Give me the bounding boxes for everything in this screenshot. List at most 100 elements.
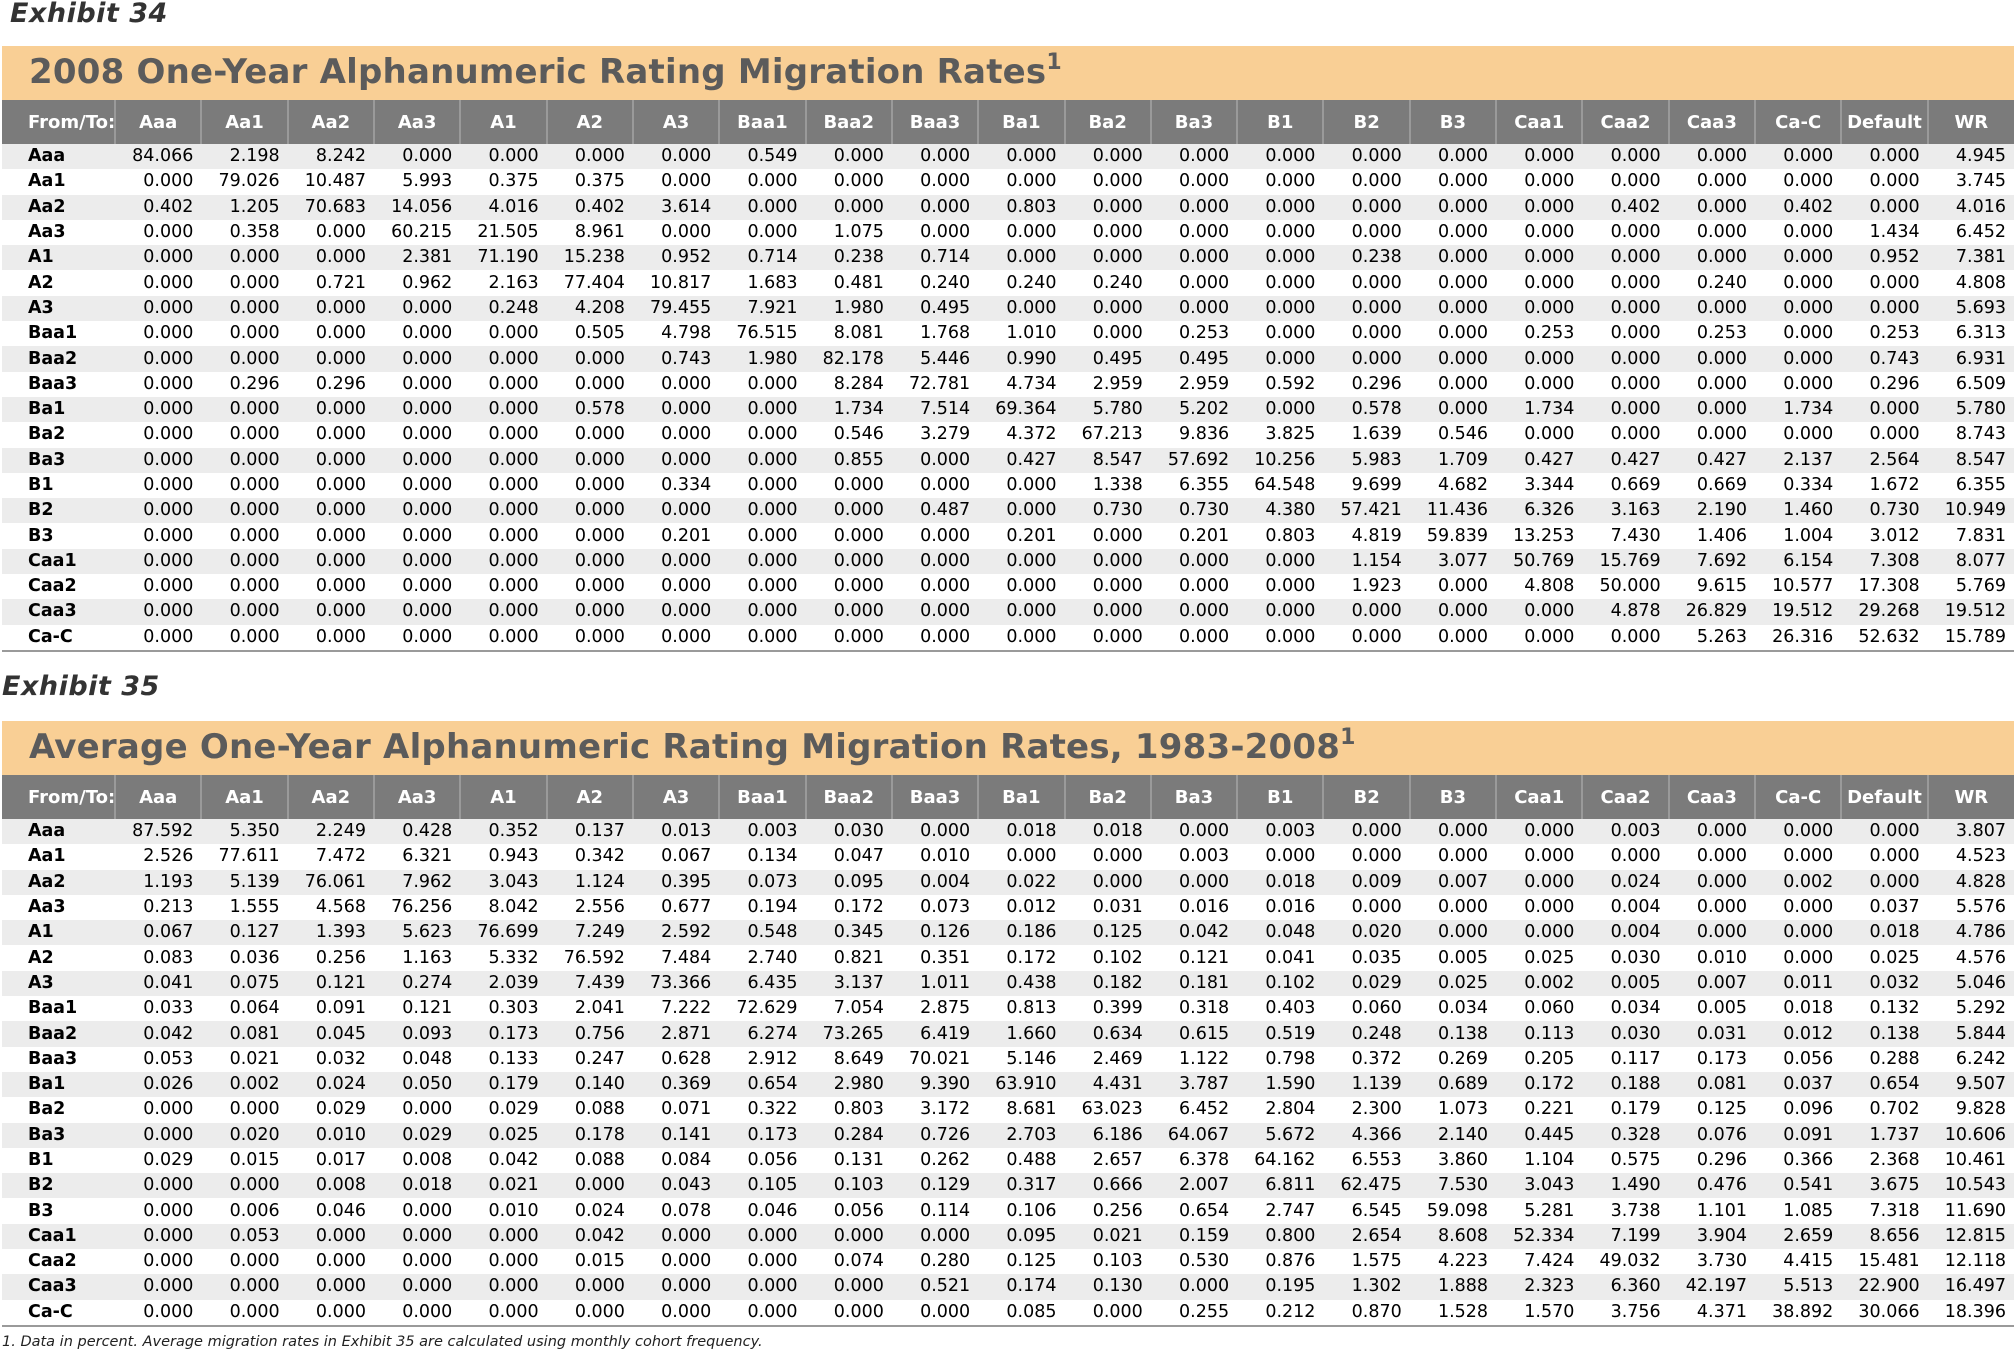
migration-table-1983-2008: From/To: Aaa Aa1 Aa2 Aa3 A1 A2 A3 Baa1 Baa2 Baa3 Ba…	[2, 775, 2014, 1327]
rate-cell: 0.000	[805, 548, 892, 575]
rate-cell: 0.000	[115, 396, 202, 423]
rate-cell: 0.011	[1755, 970, 1842, 997]
column-header: B3	[1409, 100, 1498, 144]
rate-cell: 0.000	[1755, 270, 1842, 296]
rate-cell: 0.000	[1496, 346, 1583, 372]
rate-cell: 0.000	[1237, 169, 1324, 195]
rate-cell: 0.000	[1237, 245, 1324, 271]
rate-cell: 59.839	[1409, 523, 1497, 549]
rate-cell: 0.481	[805, 270, 892, 296]
rate-cell: 0.714	[891, 245, 979, 271]
rate-cell: 0.000	[805, 1299, 892, 1327]
rate-cell: 64.548	[1237, 472, 1324, 499]
exhibit-34: 2008 One-Year Alphanumeric Rating Migrat…	[2, 46, 2014, 652]
rate-cell: 0.000	[1496, 169, 1583, 195]
rate-cell: 0.137	[546, 819, 633, 845]
rate-cell: 0.000	[1323, 894, 1410, 921]
table-row: A2 0.083 0.036 0.256 1.163 5.332 76.592 7.484 2.…	[2, 945, 2014, 971]
rate-cell: 0.016	[1237, 894, 1324, 921]
column-header: Ba3	[1150, 775, 1239, 819]
rate-cell: 2.703	[978, 1122, 1065, 1148]
rate-cell: 0.358	[201, 219, 288, 246]
rate-cell: 0.125	[1668, 1097, 1755, 1123]
rate-cell: 5.672	[1237, 1122, 1324, 1148]
rate-cell: 0.000	[1150, 548, 1238, 575]
rate-cell: 0.000	[1409, 574, 1497, 600]
rate-cell: 73.366	[632, 970, 720, 997]
rate-cell: 1.590	[1237, 1071, 1324, 1098]
rate-cell: 0.000	[115, 548, 202, 575]
rate-cell: 6.452	[1150, 1097, 1238, 1123]
rate-cell: 0.000	[632, 169, 720, 195]
rate-cell: 76.515	[719, 321, 806, 347]
rate-cell: 0.056	[805, 1198, 892, 1224]
rate-cell: 4.568	[287, 894, 374, 921]
rate-cell: 0.006	[201, 1198, 288, 1224]
rate-cell: 0.000	[1064, 523, 1151, 549]
row-label: Aa3	[2, 219, 116, 246]
rate-cell: 0.000	[805, 169, 892, 195]
rate-cell: 7.308	[1841, 548, 1928, 575]
rate-cell: 0.000	[1064, 574, 1151, 600]
rate-cell: 0.253	[1496, 321, 1583, 347]
rate-cell: 3.077	[1409, 548, 1497, 575]
rate-cell: 0.000	[1150, 574, 1238, 600]
rate-cell: 0.000	[891, 194, 979, 220]
rate-cell: 0.131	[805, 1147, 892, 1174]
rate-cell: 0.000	[1668, 245, 1755, 271]
rate-cell: 8.656	[1841, 1223, 1928, 1250]
rate-cell: 2.323	[1496, 1274, 1583, 1300]
rate-cell: 4.576	[1927, 945, 2014, 971]
rate-cell: 0.000	[978, 548, 1065, 575]
rate-cell: 0.000	[287, 1299, 374, 1327]
rate-cell: 0.081	[201, 1021, 288, 1047]
rate-cell: 0.962	[374, 270, 461, 296]
column-header: A1	[460, 775, 548, 819]
rate-cell: 0.000	[1496, 295, 1583, 322]
rate-cell: 0.000	[115, 1122, 202, 1148]
rate-cell: 8.547	[1927, 447, 2014, 473]
rate-cell: 0.000	[546, 371, 633, 397]
rate-cell: 2.592	[632, 920, 720, 946]
rate-cell: 0.000	[460, 371, 547, 397]
rate-cell: 0.067	[632, 844, 720, 870]
rate-cell: 5.623	[374, 920, 461, 946]
table-row: Caa3 0.000 0.000 0.000 0.000 0.000 0.000 0.000 0…	[2, 599, 2014, 625]
rate-cell: 0.000	[374, 144, 461, 170]
row-label: B2	[2, 1173, 116, 1199]
table-row: B1 0.000 0.000 0.000 0.000 0.000 0.000 0.334 0.0…	[2, 472, 2014, 499]
rate-cell: 0.000	[1150, 194, 1238, 220]
rate-cell: 0.121	[374, 996, 461, 1022]
rate-cell: 4.223	[1409, 1249, 1497, 1275]
rate-cell: 0.000	[978, 844, 1065, 870]
rate-cell: 2.007	[1150, 1173, 1238, 1199]
rate-cell: 0.000	[115, 346, 202, 372]
rate-cell: 0.000	[978, 295, 1065, 322]
column-header: Baa2	[805, 100, 893, 144]
rate-cell: 0.004	[891, 869, 979, 895]
rate-cell: 0.093	[374, 1021, 461, 1047]
rate-cell: 2.300	[1323, 1097, 1410, 1123]
rate-cell: 0.000	[115, 219, 202, 246]
rate-cell: 0.000	[1755, 169, 1842, 195]
row-label: Baa1	[2, 321, 116, 347]
rate-cell: 0.000	[1409, 194, 1497, 220]
rate-cell: 0.240	[891, 270, 979, 296]
column-header: Aa2	[287, 775, 376, 819]
rate-cell: 10.256	[1237, 447, 1324, 473]
rate-cell: 3.163	[1582, 498, 1669, 524]
rate-cell: 0.000	[978, 219, 1065, 246]
rate-cell: 8.042	[460, 894, 547, 921]
rate-cell: 7.530	[1409, 1173, 1497, 1199]
rate-cell: 0.730	[1064, 498, 1151, 524]
rate-cell: 0.000	[460, 422, 547, 448]
rate-cell: 0.000	[1582, 396, 1669, 423]
rate-cell: 0.000	[115, 169, 202, 195]
rate-cell: 0.296	[1841, 371, 1928, 397]
rate-cell: 0.000	[374, 346, 461, 372]
rate-cell: 0.000	[805, 523, 892, 549]
table-row: Ca-C 0.000 0.000 0.000 0.000 0.000 0.000 0.000 0…	[2, 1299, 2014, 1327]
rate-cell: 0.000	[1237, 270, 1324, 296]
exhibit-34-title: 2008 One-Year Alphanumeric Rating Migrat…	[29, 52, 1047, 92]
rate-cell: 6.186	[1064, 1122, 1151, 1148]
